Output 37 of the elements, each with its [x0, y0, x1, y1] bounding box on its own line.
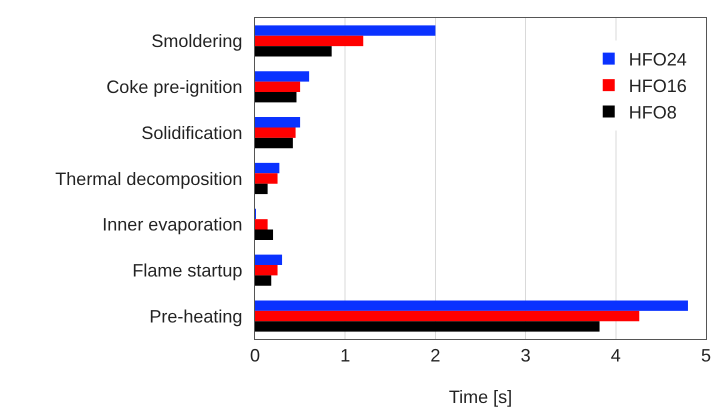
x-tick-label: 3 — [520, 346, 531, 366]
bar — [255, 138, 293, 148]
y-tick-label: Smoldering — [151, 31, 242, 52]
bar — [255, 184, 268, 194]
bar — [255, 321, 600, 332]
legend-label: HFO24 — [628, 50, 687, 70]
bar — [255, 173, 278, 184]
y-tick-label: Coke pre-ignition — [106, 77, 242, 98]
y-tick-label: Flame startup — [132, 260, 242, 281]
bar — [255, 82, 300, 92]
x-axis-title: Time [s] — [448, 387, 512, 407]
bar — [255, 300, 688, 311]
x-tick-label: 0 — [250, 346, 260, 366]
bar — [255, 219, 268, 230]
bar — [255, 230, 274, 240]
bar — [255, 46, 332, 57]
y-tick-label: Pre-heating — [149, 306, 242, 326]
y-tick-label: Solidification — [141, 122, 242, 143]
bar — [255, 25, 436, 36]
bar — [255, 71, 310, 82]
bar — [255, 275, 272, 286]
legend-label: HFO8 — [628, 102, 677, 122]
bar — [255, 36, 364, 46]
bar — [255, 265, 278, 276]
legend-label: HFO16 — [628, 76, 687, 96]
x-tick-label: 4 — [610, 346, 621, 366]
bar — [255, 117, 300, 128]
bar — [255, 254, 282, 266]
y-tick-label: Inner evaporation — [102, 214, 242, 235]
x-tick-label: 2 — [430, 346, 440, 366]
y-tick-label: Thermal decomposition — [55, 168, 242, 189]
bar — [255, 127, 296, 138]
x-tick-label: 5 — [700, 346, 712, 366]
bar — [255, 162, 280, 174]
bar — [255, 310, 640, 322]
bar — [255, 92, 296, 102]
x-tick-label: 1 — [340, 346, 350, 366]
